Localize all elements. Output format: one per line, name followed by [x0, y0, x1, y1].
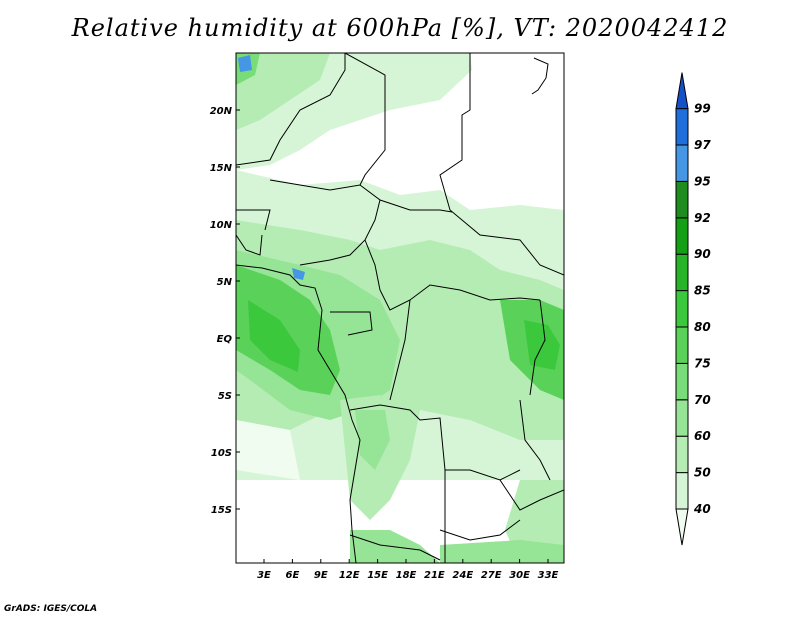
lon-label: 30E: [509, 570, 530, 581]
lon-label: 6E: [286, 570, 300, 581]
colorbar-segment: [675, 180, 689, 219]
colorbar-level-label: 40: [693, 502, 711, 516]
lon-label: 27E: [481, 570, 502, 581]
colorbar-segment: [675, 144, 689, 182]
credit-label: GrADS: IGES/COLA: [4, 604, 98, 614]
map-title: Relative humidity at 600hPa [%], VT: 202…: [71, 14, 729, 42]
colorbar-level-label: 99: [694, 102, 711, 116]
lon-label: 24E: [452, 570, 473, 581]
colorbar-segment: [675, 326, 689, 364]
lat-label: 5N: [217, 277, 233, 288]
colorbar-segment: [675, 253, 689, 292]
colorbar-under-arrow: [675, 508, 689, 546]
humidity-field: [236, 53, 564, 563]
colorbar-level-label: 85: [694, 284, 711, 298]
colorbar-level-label: 90: [694, 247, 711, 261]
lon-label: 15E: [367, 570, 388, 581]
colorbar-level-label: 92: [694, 211, 711, 225]
lat-label: 5S: [218, 391, 232, 402]
lat-label: 10N: [210, 220, 233, 231]
colorbar-level-label: 80: [694, 320, 711, 334]
lon-label: 18E: [396, 570, 417, 581]
colorbar-segment: [675, 399, 689, 437]
colorbar-segment: [675, 472, 689, 510]
colorbar-over-arrow: [675, 72, 689, 110]
lon-label: 21E: [424, 570, 445, 581]
lat-label: 10S: [211, 448, 232, 459]
colorbar-level-label: 97: [694, 138, 711, 152]
lon-label: 9E: [314, 570, 328, 581]
map-frame: [235, 52, 565, 564]
colorbar-level-label: 50: [694, 466, 711, 480]
lon-label: 33E: [538, 570, 559, 581]
latitude-axis: 20N 15N 10N 5N EQ 5S 10S 15S: [210, 106, 240, 516]
lon-label: 3E: [257, 570, 271, 581]
colorbar-level-label: 70: [694, 393, 711, 407]
country-borders: [236, 53, 564, 563]
colorbar-level-label: 75: [694, 356, 711, 370]
lon-label: 12E: [339, 570, 360, 581]
lat-label: EQ: [217, 334, 233, 345]
colorbar: 40 50 60 70 75 80 85 90 92 95 97 99: [675, 72, 711, 546]
lat-label: 15N: [210, 163, 233, 174]
lat-label: 15S: [211, 505, 232, 516]
colorbar-level-label: 95: [694, 174, 711, 188]
colorbar-segment: [675, 435, 689, 474]
longitude-axis: 3E 6E 9E 12E 15E 18E 21E 24E 27E 30E 33E: [257, 559, 559, 581]
colorbar-segment: [675, 217, 689, 255]
colorbar-segment: [675, 108, 689, 146]
lat-label: 20N: [210, 106, 233, 117]
colorbar-segment: [675, 290, 689, 328]
colorbar-segment: [675, 362, 689, 401]
colorbar-level-label: 60: [694, 429, 711, 443]
